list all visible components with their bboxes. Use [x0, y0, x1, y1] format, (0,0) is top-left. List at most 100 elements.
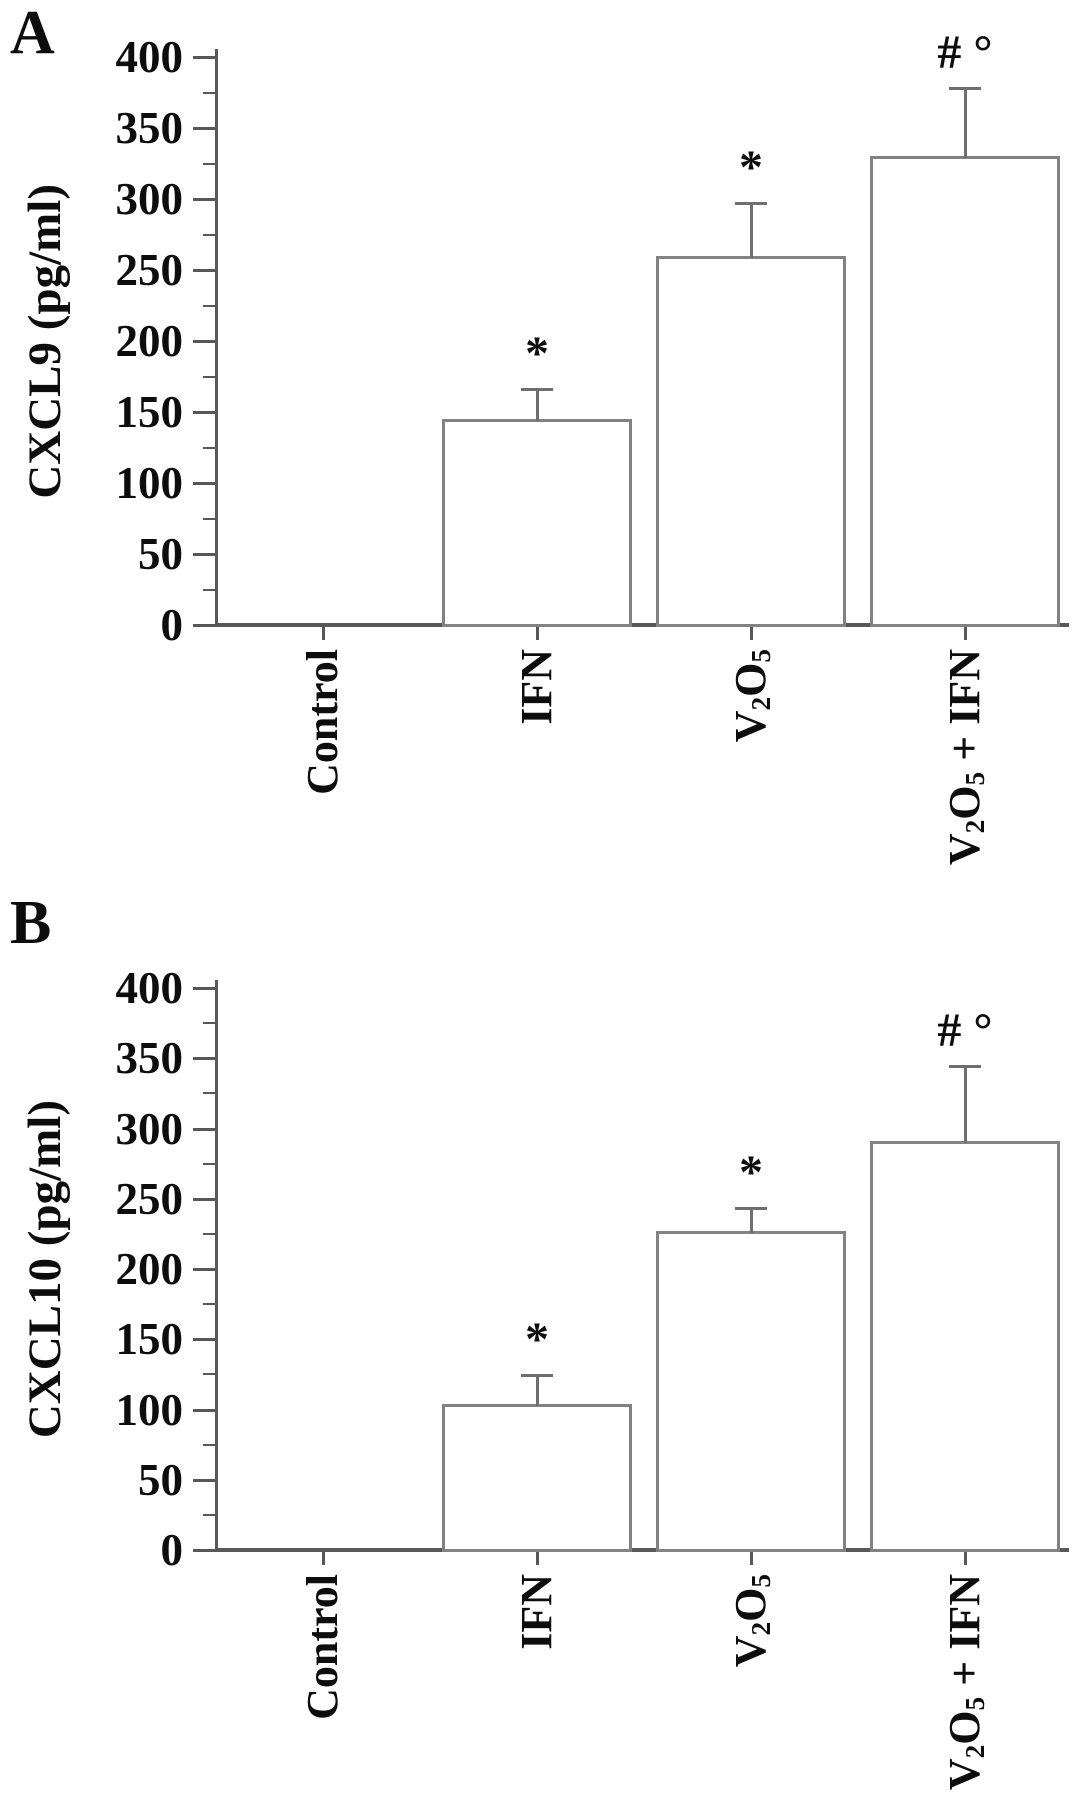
- y-major-tick: [193, 1268, 215, 1271]
- significance-marker-v2o5-ifn: # °: [937, 1004, 993, 1058]
- y-major-tick: [193, 56, 215, 59]
- error-bar-ifn: [536, 1374, 539, 1406]
- y-tick-label: 250: [115, 1173, 184, 1224]
- y-major-tick: [193, 624, 215, 627]
- y-minor-tick: [203, 1022, 215, 1025]
- error-bar-v2o5-ifn: [964, 86, 967, 159]
- y-minor-tick: [203, 1092, 215, 1095]
- x-category-tick-v2o5: [750, 1552, 753, 1565]
- y-major-tick: [193, 1338, 215, 1342]
- y-tick-label: 300: [115, 174, 184, 224]
- y-minor-tick: [203, 233, 215, 236]
- y-minor-tick: [203, 1373, 215, 1376]
- error-bar-ifn: [536, 387, 539, 422]
- x-category-label-ifn: IFN: [512, 1574, 561, 1650]
- y-minor-tick: [203, 517, 215, 520]
- label-text: V: [940, 1758, 989, 1791]
- bar-ifn: [442, 1403, 632, 1552]
- y-major-tick: [193, 482, 215, 485]
- y-minor-tick: [203, 304, 215, 307]
- y-minor-tick: [203, 91, 215, 94]
- y-minor-tick: [203, 162, 215, 165]
- panel-label-B: B: [10, 889, 52, 957]
- significance-marker-v2o5-ifn: # °: [937, 25, 993, 79]
- error-bar-cap-ifn: [521, 1374, 553, 1378]
- bar-v2o5-ifn: [870, 156, 1060, 627]
- y-major-tick: [193, 127, 215, 130]
- y-minor-tick: [203, 1513, 215, 1516]
- y-minor-tick: [203, 446, 215, 449]
- y-tick-label: 400: [115, 963, 184, 1013]
- error-bar-cap-v2o5-ifn: [949, 86, 981, 90]
- y-tick-label: 200: [115, 1244, 184, 1294]
- error-bar-cap-v2o5-ifn: [949, 1065, 981, 1069]
- error-bar-v2o5: [750, 1207, 753, 1234]
- y-minor-tick: [203, 1303, 215, 1306]
- y-axis-line: [215, 980, 218, 1552]
- x-category-label-control: Control: [298, 1574, 347, 1720]
- x-category-label-v2o5: V2O5: [726, 1574, 783, 1668]
- significance-marker-v2o5: *: [739, 1146, 763, 1200]
- label-text: IFN: [512, 1574, 561, 1650]
- y-major-tick: [193, 1057, 215, 1061]
- y-major-tick: [193, 1478, 215, 1482]
- y-major-tick: [193, 1127, 215, 1131]
- label-text: Control: [298, 1574, 347, 1720]
- x-axis-line: [215, 623, 1069, 627]
- bar-ifn: [442, 419, 632, 627]
- label-text: V: [726, 1635, 775, 1668]
- y-tick-label: 200: [115, 316, 184, 366]
- y-major-tick: [193, 340, 215, 343]
- y-tick-label: 100: [115, 458, 184, 508]
- panel-label-A: A: [10, 0, 55, 67]
- y-minor-tick: [203, 375, 215, 378]
- label-text: O: [726, 1587, 775, 1622]
- y-tick-label: 0: [160, 1525, 184, 1575]
- x-category-tick-control: [322, 627, 325, 640]
- error-bar-v2o5: [750, 201, 753, 258]
- bar-v2o5-ifn: [870, 1141, 1060, 1552]
- label-text: + IFN: [940, 1574, 989, 1697]
- y-minor-tick: [203, 1443, 215, 1446]
- x-category-tick-control: [322, 1552, 325, 1565]
- significance-marker-v2o5: *: [739, 140, 763, 194]
- y-major-tick: [193, 198, 215, 201]
- y-tick-label: 0: [160, 600, 184, 650]
- x-category-tick-v2o5: [750, 627, 753, 640]
- y-major-tick: [193, 1408, 215, 1412]
- y-tick-label: 150: [115, 1314, 184, 1365]
- y-major-tick: [193, 553, 215, 556]
- y-tick-label: 50: [138, 529, 183, 579]
- y-tick-label: 350: [115, 1033, 184, 1084]
- y-major-tick: [193, 987, 215, 990]
- x-category-tick-v2o5-ifn: [964, 1552, 967, 1565]
- y-minor-tick: [203, 588, 215, 591]
- error-bar-v2o5-ifn: [964, 1065, 967, 1144]
- y-tick-label: 100: [115, 1384, 184, 1435]
- subscript-text: 2: [959, 1744, 990, 1759]
- significance-marker-ifn: *: [525, 1313, 549, 1367]
- subscript-text: 2: [745, 1621, 776, 1636]
- y-major-tick: [193, 411, 215, 414]
- x-category-tick-ifn: [536, 1552, 539, 1565]
- x-category-tick-v2o5-ifn: [964, 627, 967, 640]
- subscript-text: 5: [959, 1696, 990, 1711]
- y-major-tick: [193, 269, 215, 272]
- significance-marker-ifn: *: [525, 326, 549, 380]
- y-tick-label: 400: [115, 32, 184, 82]
- x-axis-line: [215, 1548, 1069, 1552]
- subscript-text: 5: [745, 1574, 776, 1588]
- y-axis-line: [215, 49, 218, 627]
- y-tick-label: 150: [115, 387, 184, 437]
- label-text: O: [940, 1710, 989, 1745]
- error-bar-cap-v2o5: [735, 201, 767, 205]
- error-bar-cap-v2o5: [735, 1207, 767, 1211]
- y-minor-tick: [203, 1232, 215, 1235]
- y-major-tick: [193, 1549, 215, 1552]
- y-minor-tick: [203, 1162, 215, 1165]
- bar-v2o5: [656, 1231, 846, 1552]
- x-category-label-v2o5-ifn: V2O5 + IFN: [940, 1574, 997, 1791]
